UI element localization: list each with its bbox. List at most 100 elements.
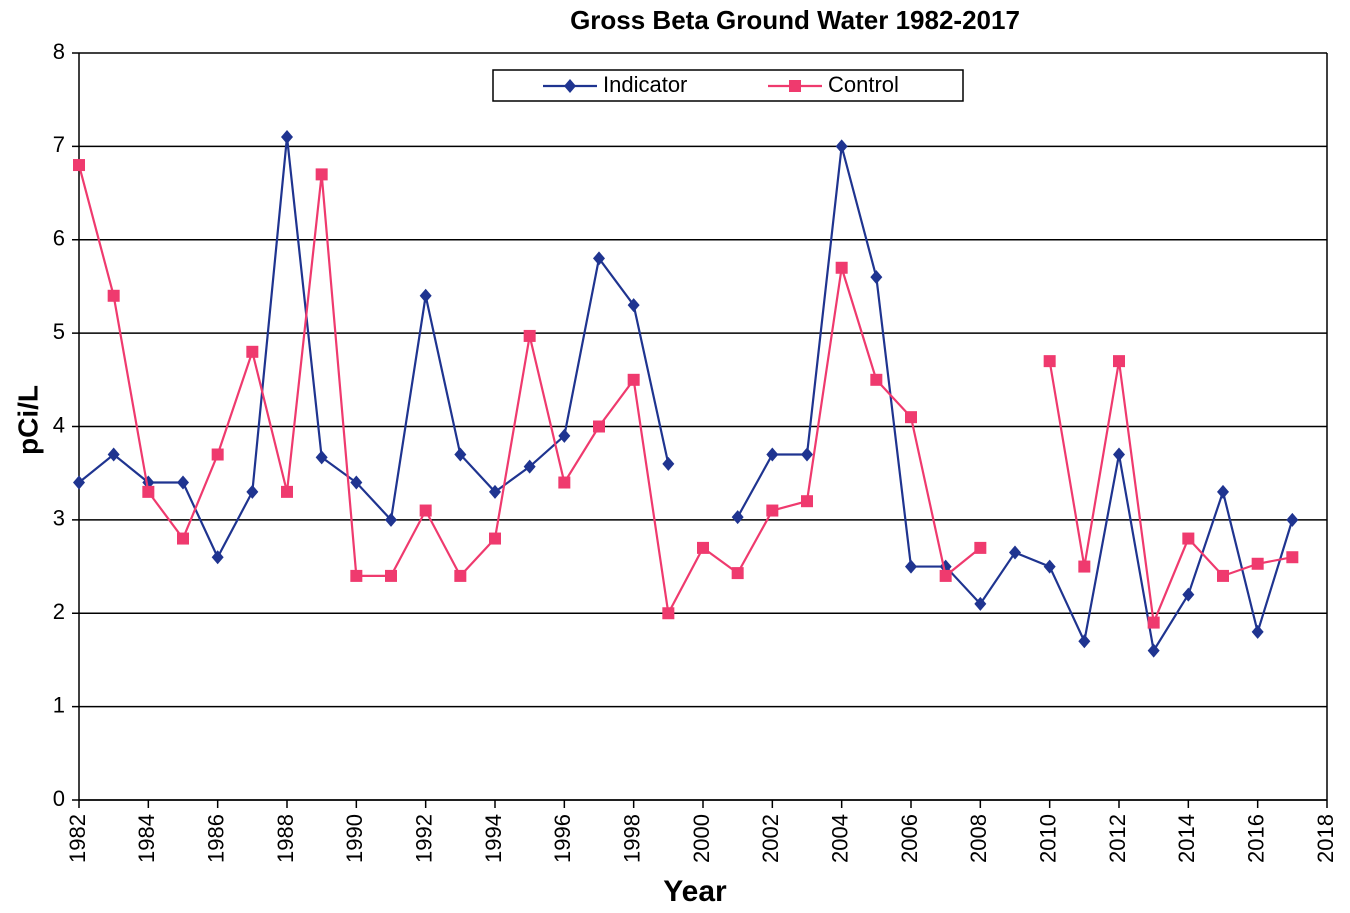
data-point xyxy=(211,448,224,461)
data-point xyxy=(558,476,571,489)
data-point xyxy=(697,541,709,554)
x-tick-label: 2010 xyxy=(1035,814,1060,863)
data-point xyxy=(246,484,259,499)
x-tick-label: 1996 xyxy=(550,814,575,863)
data-point xyxy=(142,485,155,498)
data-point xyxy=(1217,484,1229,499)
y-tick-label: 7 xyxy=(53,132,65,157)
legend-label: Control xyxy=(828,72,899,97)
data-point xyxy=(1147,643,1160,658)
data-point xyxy=(281,130,293,145)
x-tick-label: 1998 xyxy=(619,814,644,863)
data-point xyxy=(1182,532,1195,545)
data-point xyxy=(1113,355,1125,368)
chart-title: Gross Beta Ground Water 1982-2017 xyxy=(570,5,1020,35)
data-point xyxy=(246,345,259,358)
data-point xyxy=(905,559,917,574)
data-point xyxy=(211,550,224,565)
x-tick-label: 1984 xyxy=(134,814,159,863)
data-point xyxy=(454,569,467,582)
data-point xyxy=(315,168,328,181)
x-tick-label: 2004 xyxy=(827,814,852,863)
legend-label: Indicator xyxy=(603,72,687,97)
x-tick-label: 1986 xyxy=(203,814,228,863)
data-point xyxy=(489,532,501,545)
y-tick-label: 1 xyxy=(53,692,65,717)
y-tick-label: 5 xyxy=(53,319,65,344)
x-tick-label: 2018 xyxy=(1313,814,1338,863)
data-point xyxy=(870,373,883,386)
data-point xyxy=(1113,447,1125,462)
series-line xyxy=(78,136,1294,654)
data-point xyxy=(1009,545,1021,560)
data-point xyxy=(731,567,744,580)
y-tick-label: 0 xyxy=(53,786,65,811)
data-point xyxy=(107,447,120,462)
data-point xyxy=(974,541,987,554)
x-axis-label: Year xyxy=(663,875,727,908)
y-tick-label: 4 xyxy=(53,412,65,437)
data-point xyxy=(1251,624,1264,639)
data-point xyxy=(1078,634,1091,649)
x-tick-label: 1994 xyxy=(481,814,506,863)
y-tick-label: 8 xyxy=(53,39,65,64)
x-tick-label: 2012 xyxy=(1105,814,1130,863)
data-point xyxy=(107,289,120,302)
data-point xyxy=(905,411,917,424)
data-point xyxy=(662,456,675,471)
data-point xyxy=(766,447,779,462)
y-tick-label: 6 xyxy=(53,226,65,251)
data-point xyxy=(489,484,501,499)
x-tick-label: 1982 xyxy=(65,814,90,863)
x-tick-label: 2002 xyxy=(758,814,783,863)
data-point xyxy=(593,420,605,433)
data-point xyxy=(385,512,397,527)
data-point xyxy=(1078,560,1091,573)
data-point xyxy=(1286,512,1299,527)
data-point xyxy=(662,607,675,620)
data-point xyxy=(73,475,85,490)
data-point xyxy=(593,251,605,266)
data-point xyxy=(454,447,467,462)
legend-marker xyxy=(564,79,576,93)
x-tick-label: 2000 xyxy=(689,814,714,863)
data-point xyxy=(73,159,85,172)
data-point xyxy=(1043,559,1056,574)
x-tick-label: 2006 xyxy=(897,814,922,863)
x-tick-label: 1990 xyxy=(342,814,367,863)
data-point xyxy=(419,504,432,517)
x-tick-label: 2016 xyxy=(1243,814,1268,863)
data-point xyxy=(1147,616,1160,629)
x-tick-label: 1992 xyxy=(411,814,436,863)
data-point xyxy=(939,569,952,582)
data-point xyxy=(523,329,536,342)
data-point xyxy=(835,261,848,274)
data-point xyxy=(177,532,189,545)
data-point xyxy=(870,270,883,285)
x-tick-label: 2014 xyxy=(1174,814,1199,863)
data-point xyxy=(523,459,536,474)
data-point xyxy=(385,569,397,582)
y-tick-label: 2 xyxy=(53,599,65,624)
data-point xyxy=(627,298,640,313)
data-point xyxy=(558,428,571,443)
data-point xyxy=(835,139,848,154)
y-axis-label: pCi/L xyxy=(12,385,43,455)
data-point xyxy=(315,450,328,465)
data-point xyxy=(801,495,813,508)
data-point xyxy=(177,475,189,490)
legend-marker xyxy=(789,80,801,92)
data-point xyxy=(627,373,640,386)
y-tick-label: 3 xyxy=(53,506,65,531)
data-point xyxy=(1217,569,1229,582)
x-tick-label: 2008 xyxy=(966,814,991,863)
x-tick-label: 1988 xyxy=(273,814,298,863)
data-point xyxy=(766,504,779,517)
data-point xyxy=(1286,551,1299,564)
data-point xyxy=(1251,557,1264,570)
data-point xyxy=(350,475,363,490)
data-point xyxy=(350,569,363,582)
data-point xyxy=(419,288,432,303)
data-point xyxy=(1043,355,1056,368)
